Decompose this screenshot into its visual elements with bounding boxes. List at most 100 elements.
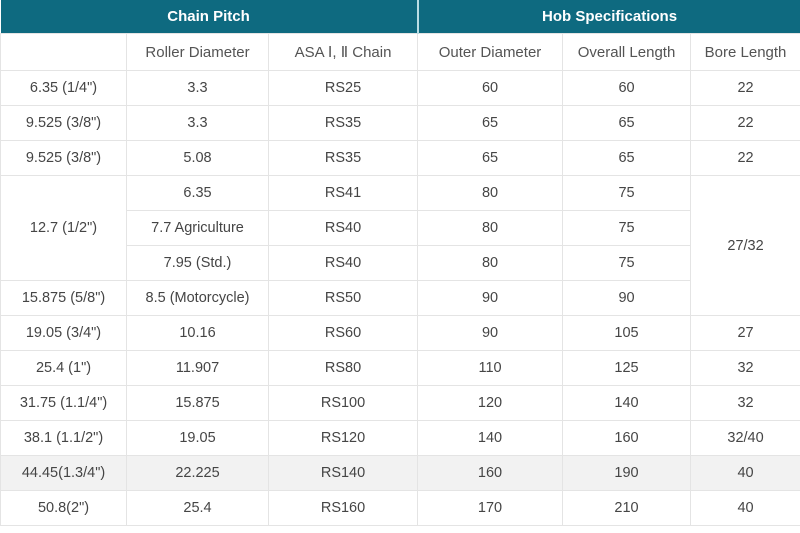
- table-row: 9.525 (3/8") 5.08 RS35 65 65 22: [0, 140, 800, 176]
- table-cell: 60: [562, 70, 692, 106]
- table-cell: 90: [417, 280, 564, 316]
- table-cell: 170: [417, 490, 564, 526]
- table-row: 7.7 Agriculture RS40 80 75: [1, 210, 800, 246]
- table-cell: 22: [690, 140, 800, 176]
- table-cell: 32: [690, 350, 800, 386]
- table-cell: 3.3: [126, 70, 269, 106]
- table-cell: RS35: [267, 140, 419, 176]
- table-cell: 65: [417, 105, 564, 141]
- table-cell: 25.4: [126, 490, 269, 526]
- table-cell: RS120: [267, 420, 419, 456]
- table-row: 7.95 (Std.) RS40 80 75: [1, 245, 800, 281]
- table-cell: 9.525 (3/8"): [0, 105, 127, 141]
- table-cell: 40: [690, 455, 800, 491]
- table-cell: RS60: [267, 315, 419, 351]
- table-cell: 5.08: [126, 140, 269, 176]
- table-cell: 8.5 (Motorcycle): [126, 280, 269, 316]
- table-cell: 15.875 (5/8"): [0, 280, 127, 316]
- table-row: 19.05 (3/4") 10.16 RS60 90 105 27: [0, 315, 800, 351]
- table-cell: 15.875: [126, 385, 269, 421]
- table-cell: 19.05 (3/4"): [0, 315, 127, 351]
- table-cell: 140: [562, 385, 692, 421]
- table-cell: 80: [417, 210, 564, 246]
- table-cell: RS100: [267, 385, 419, 421]
- table-cell: 65: [417, 140, 564, 176]
- table-cell: 75: [562, 210, 692, 246]
- table-cell: RS40: [267, 210, 419, 246]
- table-cell: 90: [417, 315, 564, 351]
- table-cell: 6.35 (1/4"): [0, 70, 127, 106]
- table-cell: 7.7 Agriculture: [126, 210, 269, 246]
- table-cell: 60: [417, 70, 564, 106]
- table-cell: 31.75 (1.1/4"): [0, 385, 127, 421]
- column-header-outer-diameter: Outer Diameter: [417, 33, 564, 71]
- column-header-row: Roller Diameter ASA Ⅰ, Ⅱ Chain Outer Dia…: [0, 33, 800, 71]
- table-cell: 140: [417, 420, 564, 456]
- table-cell: RS41: [267, 175, 419, 211]
- table-row: 9.525 (3/8") 3.3 RS35 65 65 22: [0, 105, 800, 141]
- table-cell: 22: [690, 70, 800, 106]
- table-cell: 110: [417, 350, 564, 386]
- table-cell: 3.3: [126, 105, 269, 141]
- table-row: 44.45(1.3/4") 22.225 RS140 160 190 40: [0, 455, 800, 491]
- table-body: 6.35 (1/4") 3.3 RS25 60 60 22 9.525 (3/8") 3.3 R…: [0, 70, 800, 526]
- table-cell: 105: [562, 315, 692, 351]
- column-header-empty: [0, 33, 127, 71]
- table-cell: 75: [562, 175, 692, 211]
- header-chain-pitch: Chain Pitch: [0, 0, 419, 34]
- table-cell: 90: [562, 280, 692, 316]
- table-cell: 160: [417, 455, 564, 491]
- table-row: 38.1 (1.1/2") 19.05 RS120 140 160 32/40: [0, 420, 800, 456]
- table-cell: 50.8(2"): [0, 490, 127, 526]
- table-cell: 6.35: [126, 175, 269, 211]
- table-cell: 80: [417, 175, 564, 211]
- table-cell: 190: [562, 455, 692, 491]
- table-cell: 11.907: [126, 350, 269, 386]
- header-hob-specifications: Hob Specifications: [417, 0, 800, 34]
- table-cell: RS160: [267, 490, 419, 526]
- table-cell: RS140: [267, 455, 419, 491]
- table-cell: 65: [562, 105, 692, 141]
- header-group-row: Chain Pitch Hob Specifications: [0, 0, 800, 34]
- column-header-asa-chain: ASA Ⅰ, Ⅱ Chain: [267, 33, 419, 71]
- table-cell: RS40: [267, 245, 419, 281]
- column-header-roller-diameter: Roller Diameter: [126, 33, 269, 71]
- column-header-bore-length: Bore Length: [690, 33, 800, 71]
- table-row: 31.75 (1.1/4") 15.875 RS100 120 140 32: [0, 385, 800, 421]
- table-cell: 44.45(1.3/4"): [0, 455, 127, 491]
- column-header-overall-length: Overall Length: [562, 33, 692, 71]
- table-cell: 12.7 (1/2"): [0, 175, 127, 281]
- table-cell: 9.525 (3/8"): [0, 140, 127, 176]
- table-cell: 22: [690, 105, 800, 141]
- table-row: 25.4 (1") 11.907 RS80 110 125 32: [0, 350, 800, 386]
- table-row: 6.35 (1/4") 3.3 RS25 60 60 22: [0, 70, 800, 106]
- table-cell: 32: [690, 385, 800, 421]
- table-cell: 40: [690, 490, 800, 526]
- table-cell: 22.225: [126, 455, 269, 491]
- table-cell: RS35: [267, 105, 419, 141]
- table-header: Chain Pitch Hob Specifications Roller Di…: [0, 0, 800, 71]
- table-cell: 125: [562, 350, 692, 386]
- table-cell: 160: [562, 420, 692, 456]
- table-row: 12.7 (1/2") 6.35 RS41 80 75 27/32: [0, 175, 800, 316]
- table-cell: 210: [562, 490, 692, 526]
- table-cell: 80: [417, 245, 564, 281]
- table-cell: RS25: [267, 70, 419, 106]
- table-cell: 27/32: [690, 175, 800, 316]
- table-cell: 7.95 (Std.): [126, 245, 269, 281]
- table-row: 50.8(2") 25.4 RS160 170 210 40: [0, 490, 800, 526]
- table-cell: 38.1 (1.1/2"): [0, 420, 127, 456]
- table-cell: 25.4 (1"): [0, 350, 127, 386]
- table-cell: 65: [562, 140, 692, 176]
- table-row: 15.875 (5/8") 8.5 (Motorcycle) RS50 90 90: [0, 280, 800, 316]
- table-cell: 10.16: [126, 315, 269, 351]
- table-cell: 75: [562, 245, 692, 281]
- table-cell: RS50: [267, 280, 419, 316]
- table-cell: 19.05: [126, 420, 269, 456]
- table-cell: 27: [690, 315, 800, 351]
- table-cell: 120: [417, 385, 564, 421]
- table-cell: RS80: [267, 350, 419, 386]
- table-cell: 32/40: [690, 420, 800, 456]
